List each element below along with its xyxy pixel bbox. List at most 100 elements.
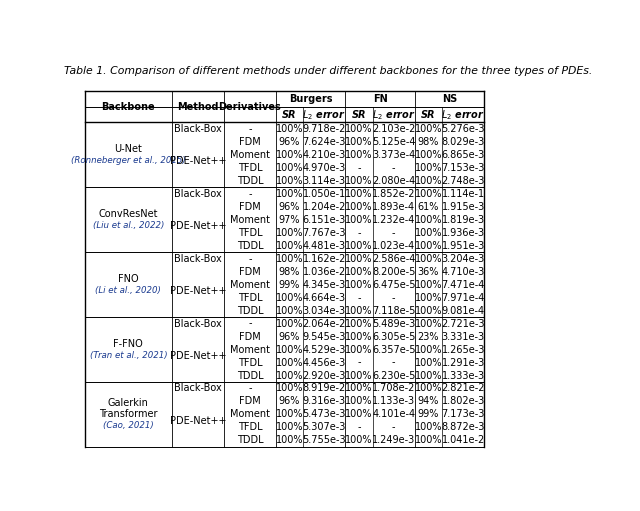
- Text: FDM: FDM: [239, 332, 260, 341]
- Text: TDDL: TDDL: [237, 370, 263, 381]
- Text: 2.103e-2: 2.103e-2: [372, 124, 415, 134]
- Text: -: -: [392, 358, 396, 367]
- Text: 4.710e-3: 4.710e-3: [442, 267, 484, 276]
- Text: 100%: 100%: [276, 358, 303, 367]
- Text: SR: SR: [352, 110, 366, 120]
- Text: -: -: [392, 293, 396, 303]
- Text: TFDL: TFDL: [237, 163, 262, 173]
- Text: 100%: 100%: [276, 409, 303, 420]
- Text: 3.114e-3: 3.114e-3: [303, 176, 346, 185]
- Text: $L_2$ error: $L_2$ error: [442, 108, 485, 122]
- Text: 1.802e-3: 1.802e-3: [442, 397, 484, 406]
- Text: 3.204e-3: 3.204e-3: [442, 253, 484, 264]
- Text: (Cao, 2021): (Cao, 2021): [103, 421, 154, 430]
- Text: 98%: 98%: [418, 137, 439, 147]
- Text: 100%: 100%: [415, 189, 442, 199]
- Text: 7.153e-3: 7.153e-3: [442, 163, 485, 173]
- Text: 100%: 100%: [345, 306, 372, 316]
- Text: 100%: 100%: [276, 241, 303, 251]
- Text: 2.586e-4: 2.586e-4: [372, 253, 415, 264]
- Text: 1.204e-2: 1.204e-2: [303, 202, 346, 212]
- Text: TDDL: TDDL: [237, 306, 263, 316]
- Text: 100%: 100%: [276, 383, 303, 393]
- Text: 1.291e-3: 1.291e-3: [442, 358, 484, 367]
- Text: 100%: 100%: [345, 202, 372, 212]
- Text: 61%: 61%: [418, 202, 439, 212]
- Text: 100%: 100%: [345, 397, 372, 406]
- Text: Moment: Moment: [230, 409, 270, 420]
- Text: 100%: 100%: [345, 253, 372, 264]
- Text: 100%: 100%: [415, 253, 442, 264]
- Text: 100%: 100%: [345, 344, 372, 355]
- Text: 4.481e-3: 4.481e-3: [303, 241, 346, 251]
- Text: 1.893e-4: 1.893e-4: [372, 202, 415, 212]
- Text: 100%: 100%: [415, 228, 442, 238]
- Text: 100%: 100%: [345, 332, 372, 341]
- Text: 100%: 100%: [345, 435, 372, 446]
- Text: 100%: 100%: [415, 176, 442, 185]
- Text: 100%: 100%: [415, 318, 442, 329]
- Text: -: -: [357, 228, 361, 238]
- Text: 100%: 100%: [345, 409, 372, 420]
- Text: 9.718e-2: 9.718e-2: [303, 124, 346, 134]
- Text: -: -: [357, 423, 361, 432]
- Text: 1.951e-3: 1.951e-3: [442, 241, 484, 251]
- Text: TFDL: TFDL: [237, 358, 262, 367]
- Text: 100%: 100%: [415, 344, 442, 355]
- Text: 100%: 100%: [345, 150, 372, 160]
- Text: PDE-Net++: PDE-Net++: [170, 351, 226, 361]
- Text: 4.345e-3: 4.345e-3: [303, 280, 346, 290]
- Text: 100%: 100%: [345, 267, 372, 276]
- Text: 6.865e-3: 6.865e-3: [442, 150, 484, 160]
- Text: 6.475e-5: 6.475e-5: [372, 280, 415, 290]
- Text: PDE-Net++: PDE-Net++: [170, 286, 226, 296]
- Text: 2.748e-3: 2.748e-3: [442, 176, 485, 185]
- Text: F-FNO: F-FNO: [113, 339, 143, 349]
- Text: Galerkin: Galerkin: [108, 399, 148, 408]
- Text: 7.118e-5: 7.118e-5: [372, 306, 415, 316]
- Text: 1.265e-3: 1.265e-3: [442, 344, 485, 355]
- Text: -: -: [392, 228, 396, 238]
- Text: PDE-Net++: PDE-Net++: [170, 156, 226, 166]
- Text: 4.970e-3: 4.970e-3: [303, 163, 346, 173]
- Text: 100%: 100%: [345, 241, 372, 251]
- Text: 100%: 100%: [415, 241, 442, 251]
- Text: TDDL: TDDL: [237, 176, 263, 185]
- Text: 100%: 100%: [345, 318, 372, 329]
- Text: ConvResNet: ConvResNet: [99, 209, 158, 219]
- Text: 6.151e-3: 6.151e-3: [303, 215, 346, 225]
- Text: 36%: 36%: [418, 267, 439, 276]
- Text: 100%: 100%: [276, 228, 303, 238]
- Text: 100%: 100%: [276, 189, 303, 199]
- Text: 100%: 100%: [276, 176, 303, 185]
- Text: PDE-Net++: PDE-Net++: [170, 221, 226, 231]
- Text: 100%: 100%: [415, 150, 442, 160]
- Text: FDM: FDM: [239, 137, 260, 147]
- Text: 100%: 100%: [345, 137, 372, 147]
- Text: 100%: 100%: [276, 344, 303, 355]
- Text: 94%: 94%: [418, 397, 439, 406]
- Text: 100%: 100%: [276, 423, 303, 432]
- Text: 96%: 96%: [279, 137, 300, 147]
- Text: (Li et al., 2020): (Li et al., 2020): [95, 286, 161, 295]
- Text: 100%: 100%: [276, 370, 303, 381]
- Text: 6.230e-5: 6.230e-5: [372, 370, 415, 381]
- Text: 100%: 100%: [345, 176, 372, 185]
- Text: TFDL: TFDL: [237, 423, 262, 432]
- Text: TDDL: TDDL: [237, 435, 263, 446]
- Text: Moment: Moment: [230, 344, 270, 355]
- Text: 5.473e-3: 5.473e-3: [303, 409, 346, 420]
- Text: Transformer: Transformer: [99, 409, 157, 420]
- Text: 97%: 97%: [279, 215, 300, 225]
- Text: SR: SR: [282, 110, 297, 120]
- Text: -: -: [248, 383, 252, 393]
- Text: 100%: 100%: [276, 124, 303, 134]
- Text: 100%: 100%: [415, 293, 442, 303]
- Text: U-Net: U-Net: [115, 144, 142, 154]
- Text: -: -: [357, 293, 361, 303]
- Text: FNO: FNO: [118, 274, 139, 284]
- Text: 5.307e-3: 5.307e-3: [303, 423, 346, 432]
- Text: Method: Method: [177, 102, 218, 111]
- Text: 100%: 100%: [276, 150, 303, 160]
- Text: 100%: 100%: [276, 306, 303, 316]
